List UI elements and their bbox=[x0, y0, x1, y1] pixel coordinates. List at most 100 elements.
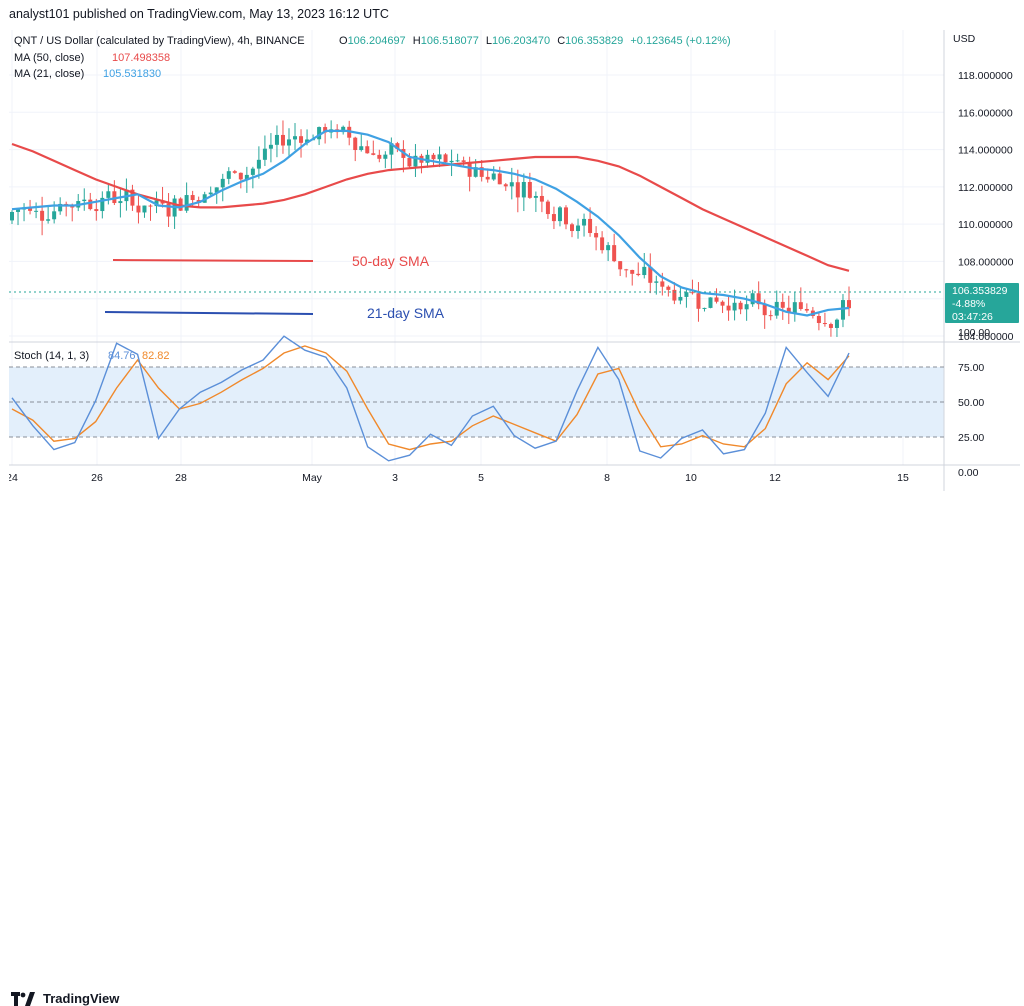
stoch-label: Stoch (14, 1, 3) bbox=[14, 350, 89, 362]
candle-body bbox=[690, 292, 695, 294]
candle-body bbox=[696, 293, 701, 309]
candle-body bbox=[714, 297, 719, 302]
time-tick-label: 3 bbox=[392, 472, 398, 484]
candle-body bbox=[678, 296, 683, 301]
ohlc-values: O106.204697 H106.518077 L106.203470 C106… bbox=[339, 35, 731, 47]
ohlc-change: +0.123645 (+0.12%) bbox=[630, 35, 730, 47]
candle-body bbox=[588, 218, 593, 234]
candle-body bbox=[299, 136, 304, 143]
time-tick-label: 12 bbox=[769, 472, 781, 484]
ohlc-close: 106.353829 bbox=[565, 35, 623, 47]
candle-body bbox=[822, 323, 827, 325]
time-tick-label: 26 bbox=[91, 472, 103, 484]
candle-body bbox=[106, 191, 111, 198]
candle-body bbox=[738, 302, 743, 310]
ma50-legend-value: 107.498358 bbox=[112, 52, 170, 64]
candle-body bbox=[834, 319, 839, 328]
stoch-tick-label: 0.00 bbox=[958, 467, 979, 479]
candle-body bbox=[214, 187, 219, 193]
candlesticks bbox=[10, 120, 851, 337]
stoch-k-line bbox=[11, 335, 850, 462]
candle-body bbox=[557, 207, 562, 222]
candle-body bbox=[413, 155, 418, 167]
candle-body bbox=[503, 184, 508, 187]
candle-body bbox=[684, 292, 689, 297]
time-tick-label: 8 bbox=[604, 472, 610, 484]
candle-body bbox=[359, 146, 364, 151]
candle-body bbox=[250, 168, 255, 175]
candle-body bbox=[341, 126, 346, 133]
candle-body bbox=[798, 302, 803, 309]
candle-body bbox=[293, 136, 298, 140]
candle-body bbox=[702, 307, 707, 309]
chart-legend: QNT / US Dollar (calculated by TradingVi… bbox=[14, 35, 731, 80]
candle-body bbox=[52, 211, 57, 220]
time-tick-label: 10 bbox=[685, 472, 697, 484]
candle-body bbox=[780, 301, 785, 308]
candle-body bbox=[34, 210, 39, 212]
candle-body bbox=[461, 160, 466, 162]
candle-body bbox=[286, 139, 291, 146]
footer: TradingView bbox=[0, 491, 1024, 1006]
candle-body bbox=[497, 173, 502, 185]
publisher-line: analyst101 published on TradingView.com,… bbox=[9, 7, 389, 21]
candle-body bbox=[190, 195, 195, 201]
candle-body bbox=[407, 157, 412, 167]
candle-body bbox=[305, 139, 310, 143]
candle-body bbox=[46, 219, 51, 221]
candle-body bbox=[365, 146, 370, 154]
candle-body bbox=[654, 281, 659, 283]
sma21-annotation-text: 21-day SMA bbox=[367, 305, 445, 321]
ma50-legend-label: MA (50, close) bbox=[14, 52, 84, 64]
candle-body bbox=[317, 127, 322, 140]
candle-body bbox=[708, 297, 713, 308]
candle-body bbox=[786, 307, 791, 313]
candle-body bbox=[389, 143, 394, 155]
tradingview-logo[interactable]: TradingView bbox=[11, 991, 119, 1006]
candle-body bbox=[220, 178, 225, 188]
candle-body bbox=[491, 173, 496, 180]
chart-panel[interactable]: 50-day SMA 21-day SMA QNT / US Dollar (c… bbox=[9, 30, 1020, 491]
candle-body bbox=[473, 167, 478, 177]
last-price-label: 106.353829 -4.88% 03:47:26 bbox=[945, 283, 1019, 323]
candle-body bbox=[166, 203, 171, 217]
sma21-annotation-line bbox=[104, 311, 314, 315]
time-tick-label: 24 bbox=[9, 472, 18, 484]
candle-body bbox=[82, 199, 87, 202]
candle-body bbox=[184, 195, 189, 211]
candle-body bbox=[828, 324, 833, 328]
ma21-legend-value: 105.531830 bbox=[103, 68, 161, 80]
candle-body bbox=[431, 154, 436, 160]
candle-body bbox=[479, 167, 484, 177]
candle-body bbox=[521, 181, 526, 198]
time-tick-label: 15 bbox=[897, 472, 909, 484]
candle-body bbox=[762, 304, 767, 316]
candle-body bbox=[672, 289, 677, 301]
candle-body bbox=[804, 308, 809, 311]
ma50-line bbox=[11, 142, 850, 272]
candle-body bbox=[750, 293, 755, 305]
time-axis[interactable]: 24 26 28 May 3 5 8 10 12 15 bbox=[9, 472, 909, 484]
ohlc-open: 106.204697 bbox=[348, 35, 406, 47]
price-tick-label: 104.000000 bbox=[958, 331, 1014, 343]
candle-body bbox=[768, 315, 773, 317]
candle-body bbox=[660, 281, 665, 287]
candle-body bbox=[323, 127, 328, 133]
candle-body bbox=[726, 305, 731, 311]
candle-body bbox=[570, 224, 575, 232]
stoch-axis[interactable]: 100.00 75.00 50.00 25.00 0.00 bbox=[958, 327, 990, 479]
ma21-legend-label: MA (21, close) bbox=[14, 68, 84, 80]
price-axis[interactable]: 118.000000 116.000000 114.000000 112.000000… bbox=[958, 70, 1014, 343]
candle-body bbox=[262, 148, 267, 160]
candle-body bbox=[449, 160, 454, 163]
candle-body bbox=[720, 301, 725, 306]
candle-body bbox=[112, 191, 117, 204]
price-tick-label: 118.000000 bbox=[958, 70, 1013, 82]
candle-body bbox=[437, 154, 442, 160]
stoch-tick-label: 25.00 bbox=[958, 432, 984, 444]
brand-name: TradingView bbox=[43, 991, 120, 1006]
candle-body bbox=[10, 211, 14, 221]
price-tick-label: 108.000000 bbox=[958, 256, 1014, 268]
candle-body bbox=[545, 201, 550, 215]
candle-body bbox=[563, 207, 568, 225]
